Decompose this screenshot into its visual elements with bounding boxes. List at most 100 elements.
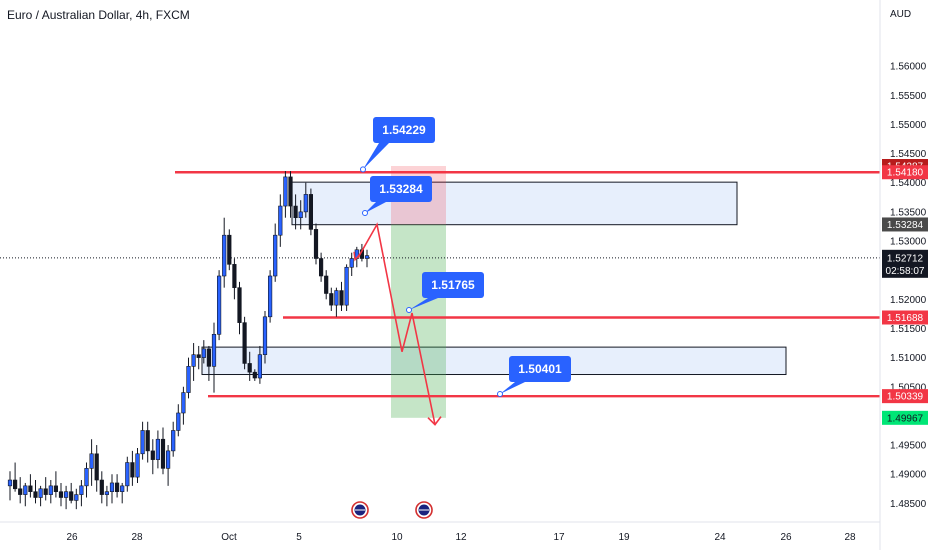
x-tick-label: 19 — [618, 532, 630, 543]
badge-resistance: 1.54180 — [882, 165, 928, 180]
callout-1-51765: 1.51765 — [406, 272, 484, 313]
badge-bg — [882, 389, 928, 404]
candle — [64, 485, 69, 510]
candle — [278, 194, 283, 247]
candle-body — [160, 438, 166, 469]
x-tick-label: 12 — [455, 532, 467, 543]
candle-body — [217, 275, 222, 335]
callout-1-50401: 1.50401 — [497, 356, 571, 397]
candle — [283, 171, 288, 218]
candle-body — [115, 482, 120, 492]
y-tick-label: 1.52000 — [890, 295, 927, 306]
candle-body — [181, 392, 186, 414]
candle-body — [227, 234, 232, 265]
candle — [252, 369, 257, 381]
candle-body — [140, 430, 145, 455]
candle — [237, 281, 242, 335]
candle — [171, 421, 176, 457]
callout-label: 1.54229 — [382, 123, 426, 137]
badge-mid-support: 1.51688 — [882, 310, 928, 325]
candle — [206, 345, 212, 381]
candle-body — [64, 491, 69, 498]
candle — [58, 482, 64, 507]
candle — [13, 462, 18, 492]
candle — [99, 471, 104, 504]
candle-body — [267, 275, 273, 318]
x-tick-label: 5 — [296, 532, 302, 543]
callouts-layer: 1.54229 1.53284 1.51765 1.50401 — [360, 117, 571, 397]
candle — [145, 421, 150, 463]
candle — [150, 439, 155, 475]
candle-body — [191, 354, 196, 367]
candle — [257, 345, 263, 384]
candle-body — [48, 485, 53, 495]
x-tick-label: 10 — [391, 532, 403, 543]
candle-body — [349, 258, 354, 268]
candle — [176, 404, 181, 437]
supply-zone — [291, 181, 738, 226]
badge-target: 1.49967 — [882, 410, 928, 425]
candle-body — [222, 234, 227, 277]
candle — [53, 471, 58, 498]
start-arrowhead — [353, 251, 361, 262]
candle — [140, 421, 145, 460]
badge-label: 1.50339 — [887, 392, 924, 403]
candle — [79, 480, 84, 507]
candle-body — [288, 176, 293, 207]
candle-body — [69, 491, 74, 501]
callout-label: 1.53284 — [379, 182, 423, 196]
event-flag-icon[interactable] — [415, 501, 433, 519]
candle-body — [247, 363, 252, 373]
callout-1-54229: 1.54229 — [360, 117, 435, 173]
callout-1-53284: 1.53284 — [362, 176, 432, 216]
y-tick-label: 1.53000 — [890, 237, 927, 248]
badge-label: 1.51688 — [887, 313, 924, 324]
y-tick-label: 1.54500 — [890, 149, 927, 160]
callout-anchor — [497, 391, 503, 397]
y-tick-label: 1.55000 — [890, 120, 927, 131]
candle — [364, 249, 370, 268]
y-tick-label: 1.51500 — [890, 324, 927, 335]
candle — [339, 281, 344, 311]
candle-body — [94, 453, 99, 481]
candle-body — [313, 229, 319, 259]
reward-box — [391, 224, 446, 418]
y-tick-label: 1.54000 — [890, 178, 927, 189]
candle-body — [257, 354, 263, 379]
candle-body — [104, 491, 109, 495]
demand-zone — [201, 346, 787, 376]
candle — [318, 252, 324, 282]
candle — [18, 477, 23, 504]
badge-bg — [882, 310, 928, 325]
candles-layer — [7, 171, 370, 510]
candle-body — [7, 479, 13, 487]
candle — [308, 188, 314, 236]
callout-pointer — [363, 143, 389, 170]
candle — [288, 171, 293, 218]
candle — [191, 343, 196, 381]
candle — [217, 270, 222, 341]
candle — [262, 310, 268, 364]
candle-body — [33, 491, 38, 498]
event-flag-icon[interactable] — [351, 501, 369, 519]
candle-body — [339, 290, 344, 306]
callout-pointer — [500, 382, 525, 394]
time-axis: 26 28 Oct 5 10 12 17 19 24 26 28 — [0, 501, 880, 543]
candle — [344, 264, 349, 311]
candle-body — [186, 366, 191, 393]
candle-body — [74, 494, 79, 501]
callout-anchor — [406, 307, 412, 313]
badge-bg — [882, 217, 928, 232]
levels-layer — [0, 171, 880, 398]
candle-body — [135, 453, 140, 478]
candle — [349, 252, 354, 276]
badge-lower-support: 1.50339 — [882, 389, 928, 404]
x-tick-label: 26 — [780, 532, 792, 543]
candle-body — [252, 371, 257, 379]
candle-body — [53, 485, 58, 492]
candle-body — [120, 485, 125, 492]
badge-label: 1.54180 — [887, 168, 924, 179]
candle — [130, 450, 135, 486]
candle — [48, 480, 53, 504]
